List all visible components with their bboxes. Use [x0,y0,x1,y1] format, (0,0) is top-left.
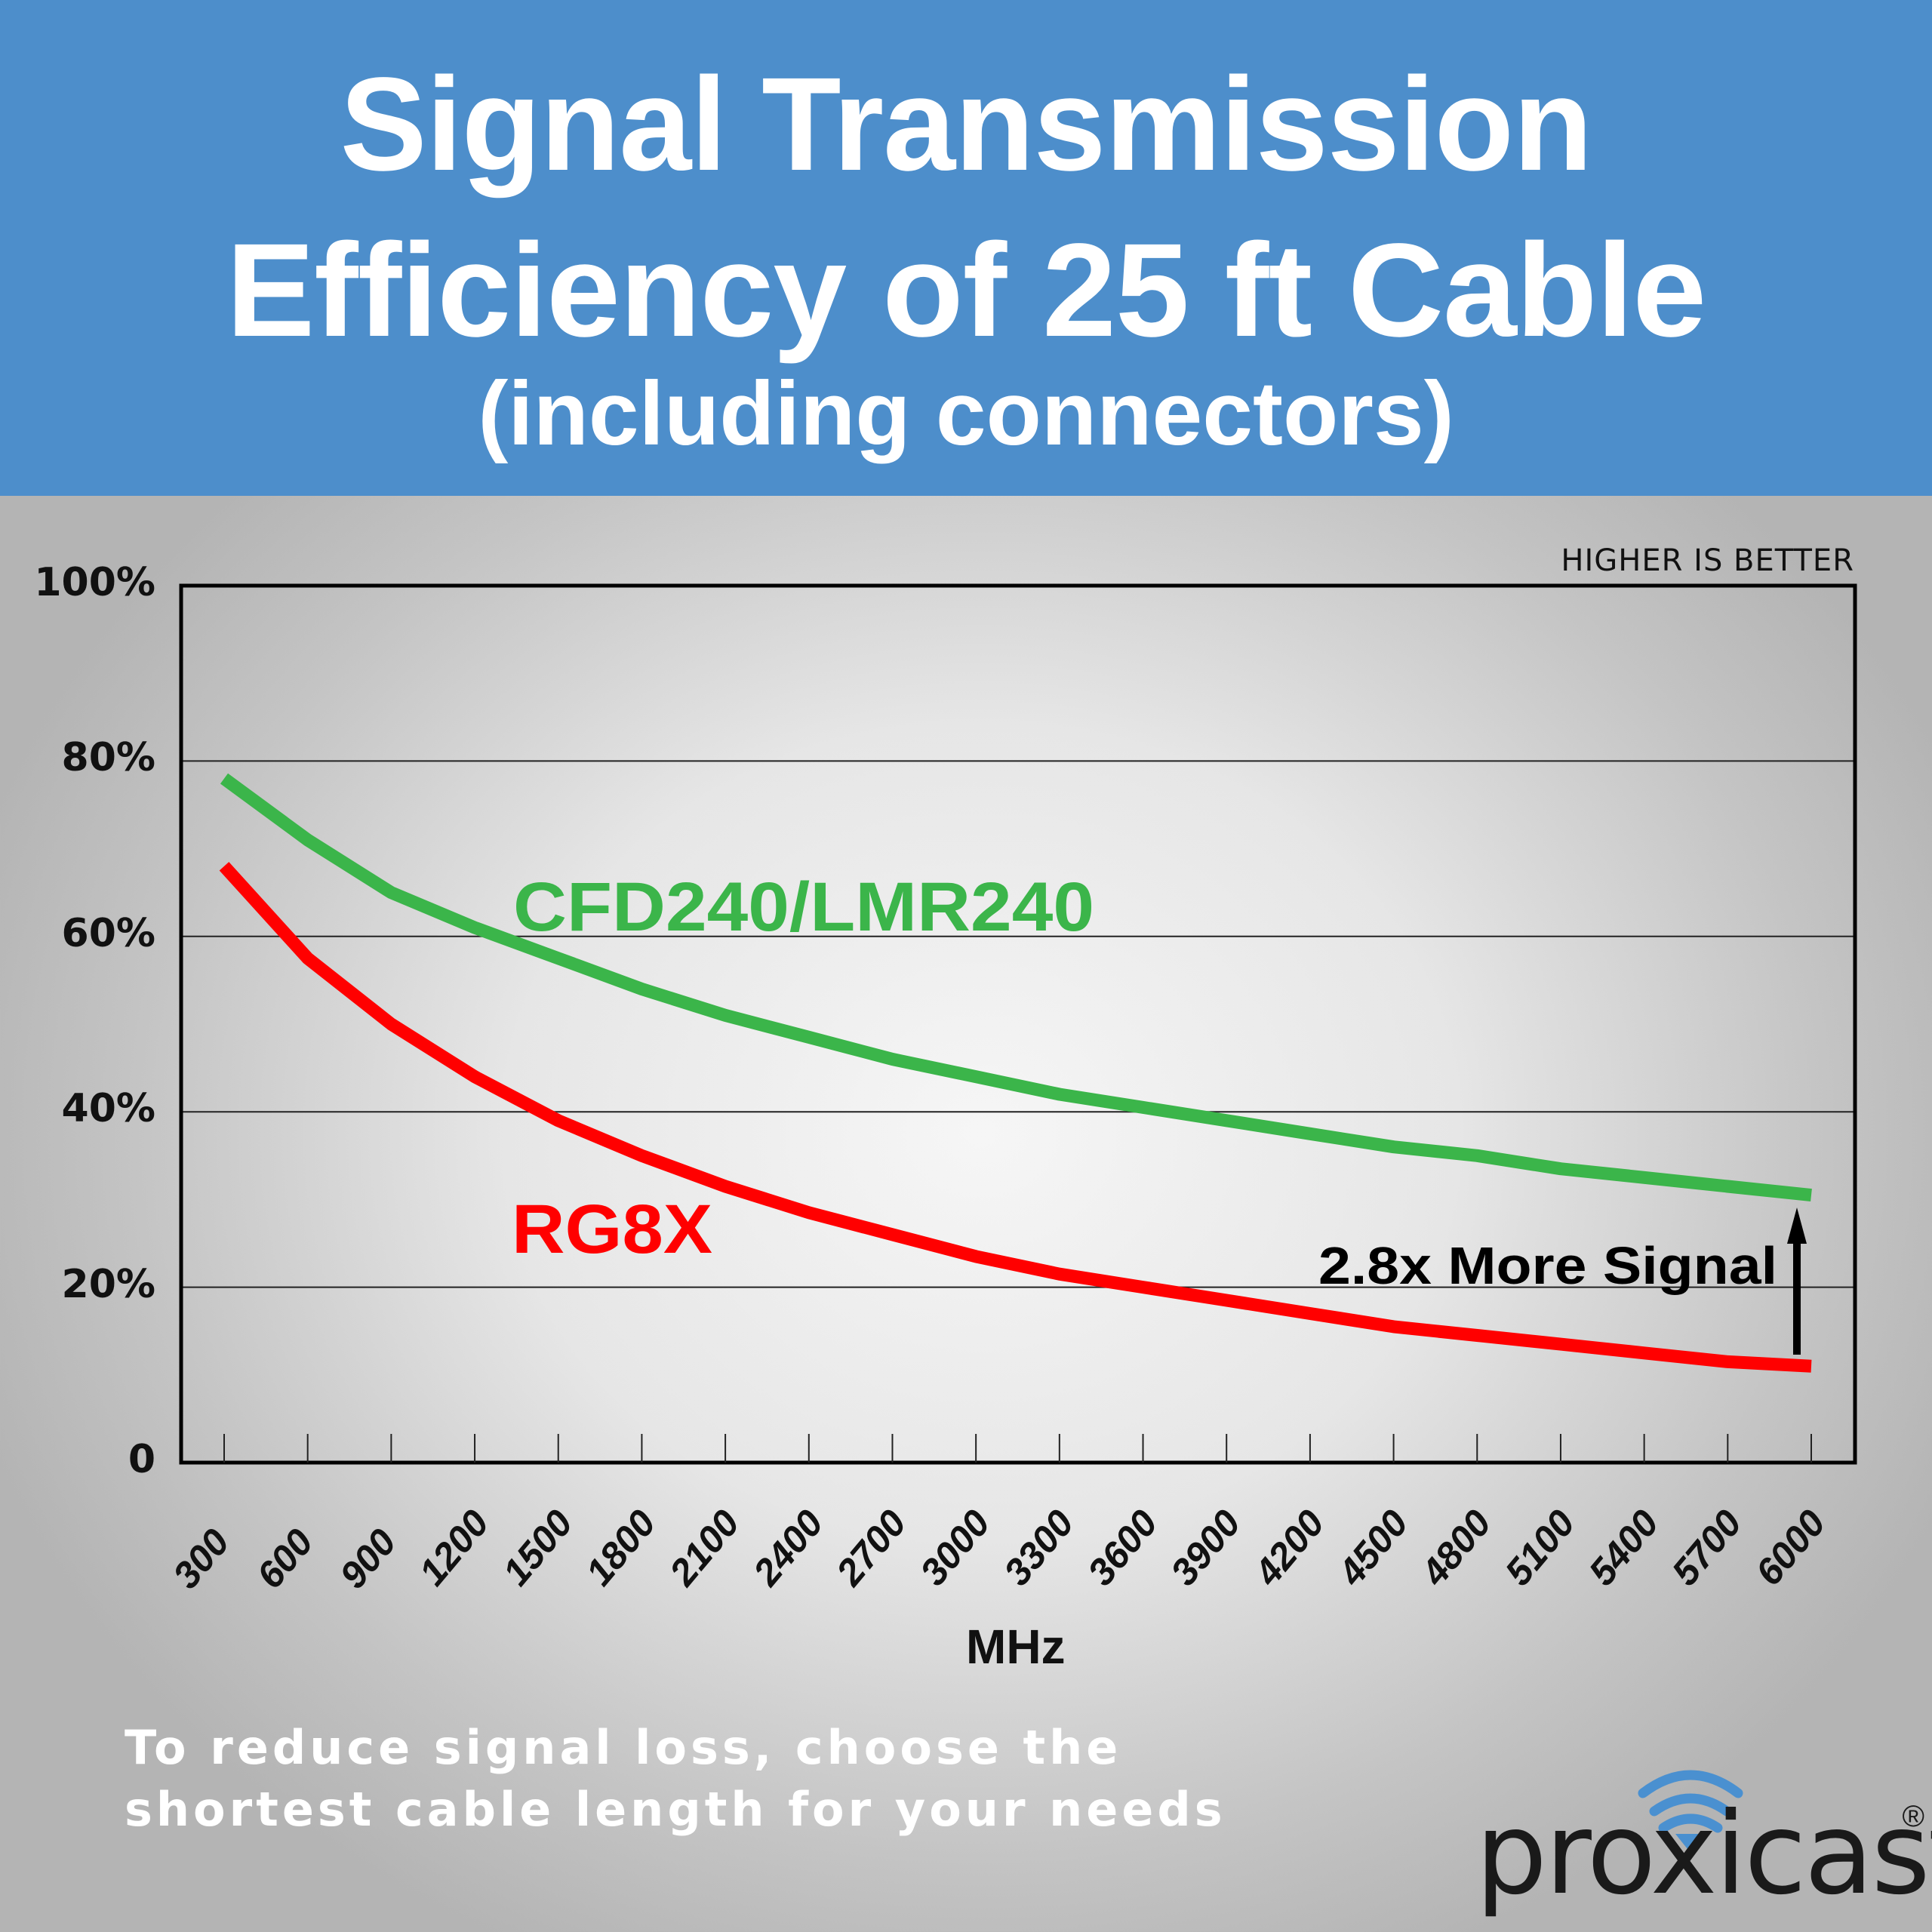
registered-mark: ® [1902,1800,1924,1833]
y-tick-label: 0 [128,1437,155,1482]
wifi-signal-icon [1638,1770,1743,1853]
gridlines [181,760,1855,1288]
series-line [220,773,1812,1202]
y-tick-label: 80% [61,735,155,781]
brand-name: proxicast [1475,1789,1932,1920]
x-axis-title: MHz [966,1620,1066,1674]
arrow-icon [1787,1208,1807,1355]
x-ticks [223,1434,1812,1463]
y-tick-label: 100% [34,560,155,605]
proxicast-logo: proxicast ® [1464,1743,1932,1932]
title-banner: Signal Transmission Efficiency of 25 ft … [0,0,1932,496]
subtitle: (including connectors) [478,363,1454,464]
y-tick-label: 40% [61,1086,155,1132]
title-line-1: Signal Transmission [340,51,1593,198]
title-line-2: Efficiency of 25 ft Cable [226,217,1706,365]
series-lines [219,773,1812,1373]
plot-frame [179,583,1857,1465]
footer-tip: To reduce signal loss, choose the shorte… [125,1717,1226,1841]
footer-line-1: To reduce signal loss, choose the [125,1720,1122,1775]
footer-line-2: shortest cable length for your needs [125,1782,1226,1837]
higher-is-better-note: HIGHER IS BETTER [1561,543,1854,578]
y-tick-label: 60% [61,910,155,956]
y-tick-label: 20% [61,1261,155,1307]
series-line [219,862,1812,1373]
